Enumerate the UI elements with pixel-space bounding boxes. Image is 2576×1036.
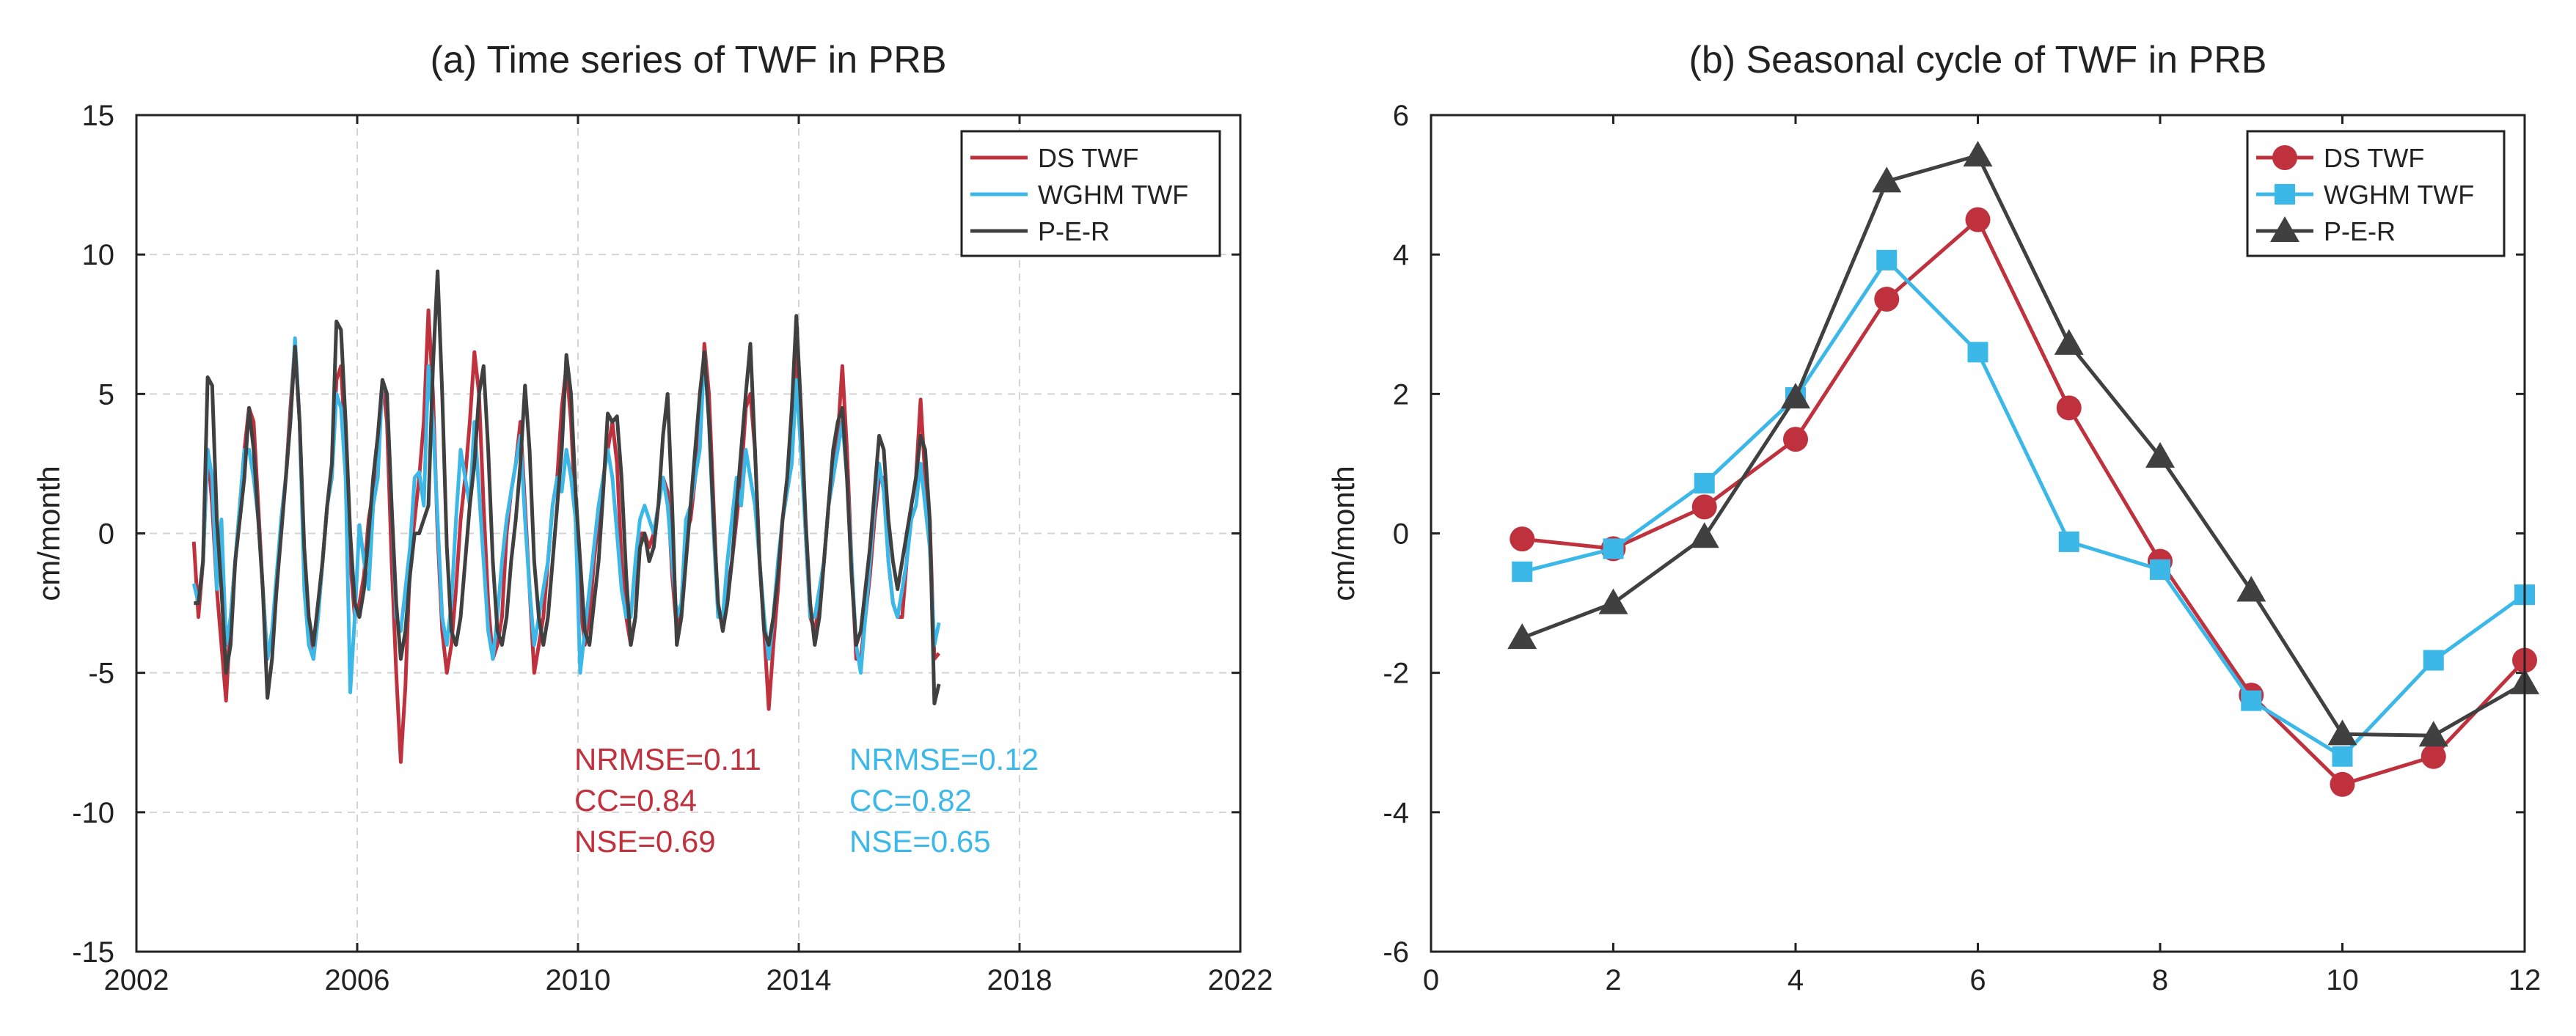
data-point-wghm xyxy=(1967,342,1988,363)
data-point-wghm xyxy=(2058,531,2079,552)
y-tick-label: -15 xyxy=(72,936,114,969)
x-tick-label: 2 xyxy=(1605,964,1621,996)
y-axis-label: cm/month xyxy=(32,466,66,600)
data-point-wghm xyxy=(2423,650,2444,671)
chart-seasonal-cycle: (b) Seasonal cycle of TWF in PRB cm/month… xyxy=(1326,39,2541,996)
y-tick-label: 4 xyxy=(1393,239,1409,271)
x-tick-label: 8 xyxy=(2152,964,2168,996)
plot-frame xyxy=(135,114,1242,953)
stat-annotation-ds: NSE=0.69 xyxy=(574,824,716,859)
y-tick-label: -4 xyxy=(1383,797,1409,829)
stat-annotation-wghm: NSE=0.65 xyxy=(849,824,991,859)
data-point-per xyxy=(2236,576,2266,602)
data-point-wghm xyxy=(1694,473,1715,494)
data-point-wghm xyxy=(1876,249,1898,271)
series-line-per xyxy=(194,269,941,705)
x-tick-label: 12 xyxy=(2509,964,2542,996)
stat-annotation-wghm: CC=0.82 xyxy=(849,783,972,818)
y-tick-label: 10 xyxy=(82,239,115,271)
data-point-wghm xyxy=(2241,690,2262,711)
data-point-ds xyxy=(1510,526,1535,552)
data-point-per xyxy=(2145,441,2175,468)
series-line-ds xyxy=(1522,218,2526,787)
legend-label-per: P-E-R xyxy=(2324,216,2396,246)
legend-label-ds: DS TWF xyxy=(1038,143,1138,173)
data-point-per xyxy=(1507,623,1537,650)
y-tick-label: 6 xyxy=(1393,100,1409,132)
x-tick-label: 0 xyxy=(1423,964,1439,996)
legend-marker-per xyxy=(2270,216,2299,242)
data-point-wghm xyxy=(1512,561,1533,582)
y-tick-label: -6 xyxy=(1383,936,1409,969)
legend-label-per: P-E-R xyxy=(1038,216,1110,246)
x-tick-label: 2006 xyxy=(325,964,390,996)
data-point-per xyxy=(1963,141,1993,167)
x-tick-label: 4 xyxy=(1788,964,1804,996)
x-tick-label: 2002 xyxy=(104,964,169,996)
legend-marker-wghm xyxy=(2275,184,2295,205)
legend-label-wghm: WGHM TWF xyxy=(1038,180,1188,210)
x-tick-label: 10 xyxy=(2326,964,2359,996)
data-point-wghm xyxy=(2332,746,2353,767)
x-tick-label: 2018 xyxy=(987,964,1053,996)
data-point-wghm xyxy=(2150,559,2170,580)
data-point-per xyxy=(2054,328,2084,355)
data-point-ds xyxy=(2330,771,2355,797)
stat-annotation-ds: NRMSE=0.11 xyxy=(574,742,761,776)
data-point-per xyxy=(1598,588,1628,614)
data-point-per xyxy=(2327,719,2357,746)
stat-annotation-ds: CC=0.84 xyxy=(574,783,697,818)
y-tick-label: 2 xyxy=(1393,378,1409,411)
x-tick-label: 2022 xyxy=(1208,964,1273,996)
plot-frame xyxy=(1430,114,2526,953)
data-point-ds xyxy=(1691,494,1717,520)
y-tick-label: -5 xyxy=(88,658,114,690)
data-point-ds xyxy=(1783,427,1808,452)
legend-marker-ds xyxy=(2272,145,2297,170)
chart-title: (b) Seasonal cycle of TWF in PRB xyxy=(1689,39,2267,81)
data-point-ds xyxy=(1965,207,1991,232)
data-point-ds xyxy=(1874,287,1900,312)
y-axis-label: cm/month xyxy=(1326,466,1361,600)
chart-time-series: (a) Time series of TWF in PRB cm/month 200… xyxy=(32,39,1273,996)
y-tick-label: -2 xyxy=(1383,658,1409,690)
x-tick-label: 2010 xyxy=(546,964,611,996)
legend-label-ds: DS TWF xyxy=(2324,143,2424,173)
data-point-per xyxy=(1689,522,1719,548)
x-tick-label: 2014 xyxy=(766,964,832,996)
y-tick-label: -10 xyxy=(72,797,114,829)
data-point-per xyxy=(1781,383,1810,409)
x-tick-label: 6 xyxy=(1969,964,1986,996)
data-point-ds xyxy=(2421,743,2446,769)
y-tick-label: 5 xyxy=(98,378,114,411)
y-tick-label: 0 xyxy=(1393,518,1409,551)
data-point-per xyxy=(1872,166,1902,193)
data-point-ds xyxy=(2056,395,2082,421)
data-point-per xyxy=(2418,721,2448,747)
stat-annotation-wghm: NRMSE=0.12 xyxy=(849,742,1039,776)
legend-label-wghm: WGHM TWF xyxy=(2324,180,2474,210)
y-tick-label: 0 xyxy=(98,518,114,551)
y-tick-label: 15 xyxy=(82,100,115,132)
series-line-wghm xyxy=(1521,258,2526,759)
series-line-per xyxy=(1521,153,2526,738)
data-point-wghm xyxy=(1603,538,1624,559)
chart-title: (a) Time series of TWF in PRB xyxy=(430,39,946,81)
